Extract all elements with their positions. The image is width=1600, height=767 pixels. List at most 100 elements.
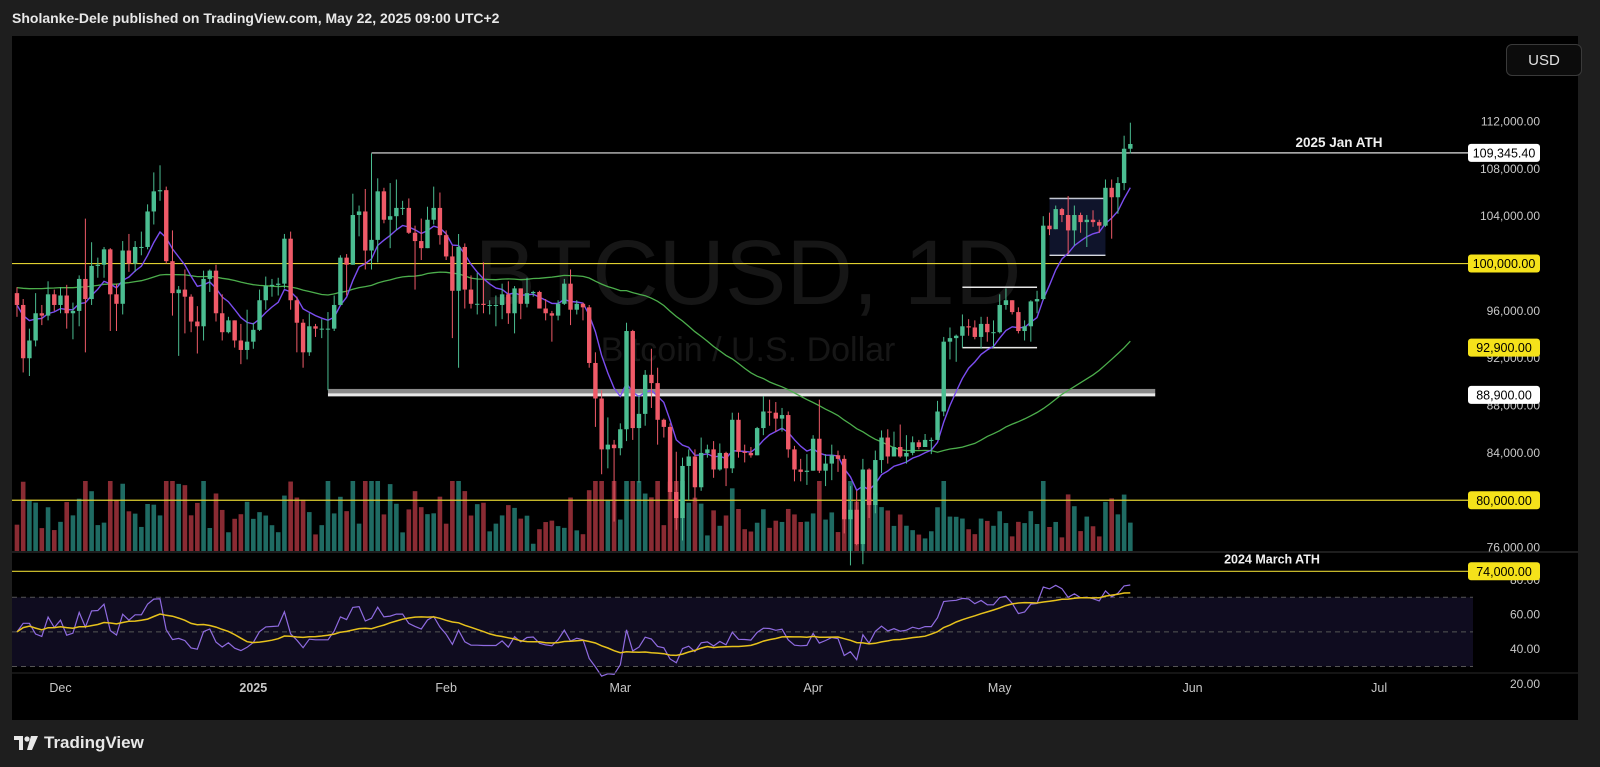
candle-body — [817, 438, 822, 471]
candle-body — [406, 207, 412, 233]
candle-body — [618, 429, 623, 449]
volume-bar — [344, 511, 349, 551]
volume-bar — [984, 520, 990, 551]
volume-bar — [698, 503, 704, 551]
candle-body — [642, 374, 648, 414]
candle-body — [462, 246, 467, 290]
candle-body — [798, 469, 803, 472]
volume-bar — [729, 488, 735, 551]
volume-bar — [960, 518, 965, 551]
candle-body — [829, 455, 834, 464]
candle-body — [170, 261, 175, 294]
volume-bar — [83, 481, 88, 551]
volume-bar — [785, 508, 791, 551]
candle-body — [904, 452, 909, 457]
candle-body — [723, 452, 729, 469]
volume-bar — [1053, 521, 1058, 551]
candle-body — [58, 295, 63, 305]
volume-bar — [555, 526, 561, 551]
candle-body — [1047, 225, 1052, 230]
candle-body — [885, 437, 890, 457]
candle-body — [748, 452, 754, 456]
candle-body — [549, 313, 555, 316]
volume-bar — [27, 500, 32, 551]
volume-bar — [443, 523, 449, 551]
volume-bar — [686, 502, 692, 551]
candle-body — [506, 294, 511, 314]
candle-body — [1053, 209, 1058, 230]
candle-body — [27, 340, 32, 359]
volume-bar — [717, 525, 723, 551]
candle-body — [568, 283, 573, 310]
volume-bar — [835, 532, 841, 551]
volume-bar — [400, 532, 405, 551]
currency-button[interactable]: USD — [1506, 44, 1582, 76]
volume-bar — [145, 504, 150, 551]
candle-body — [512, 288, 517, 314]
candle-body — [89, 265, 94, 300]
candle-body — [580, 303, 586, 308]
candle-body — [754, 428, 760, 456]
candle-body — [1022, 326, 1027, 332]
volume-bar — [425, 514, 430, 551]
candle-body — [761, 411, 766, 429]
volume-bar — [711, 510, 716, 551]
volume-bar — [873, 493, 878, 551]
volume-bar — [70, 515, 76, 551]
volume-bar — [95, 525, 101, 551]
rsi-axis-label: 40.00 — [1510, 642, 1540, 656]
price-tag-label: 74,000.00 — [1476, 565, 1532, 579]
candle-body — [263, 286, 268, 301]
candle-body — [1009, 300, 1015, 313]
candle-body — [922, 439, 928, 448]
candle-body — [1115, 183, 1121, 198]
volume-bar — [1034, 524, 1040, 551]
symbol-watermark: BTCUSD, 1D — [475, 222, 1022, 324]
volume-bar — [163, 481, 169, 551]
volume-bar — [586, 490, 592, 551]
volume-bar — [350, 481, 356, 551]
candle-body — [456, 246, 461, 291]
volume-bar — [251, 518, 256, 551]
candle-body — [157, 190, 163, 192]
volume-bar — [761, 509, 766, 551]
candle-body — [941, 341, 946, 412]
volume-bar — [275, 532, 281, 551]
candle-body — [338, 257, 343, 305]
candle-body — [182, 289, 188, 297]
volume-bar — [624, 481, 629, 551]
time-axis-label: Mar — [610, 681, 632, 695]
tradingview-footer[interactable]: TradingView — [14, 733, 144, 753]
name-watermark: Bitcoin / U.S. Dollar — [601, 331, 896, 369]
volume-bar — [972, 534, 978, 551]
price-tag — [1468, 254, 1540, 273]
volume-bar — [543, 522, 548, 551]
candle-body — [1103, 187, 1108, 226]
volume-bar — [263, 515, 269, 551]
candle-body — [257, 300, 262, 330]
time-axis-label: Jun — [1182, 681, 1202, 695]
volume-bar — [499, 515, 505, 551]
volume-bar — [1078, 531, 1083, 551]
support-zone — [327, 388, 1156, 394]
candle-body — [587, 307, 592, 363]
volume-bar — [736, 509, 741, 551]
volume-bar — [723, 515, 729, 551]
volume-bar — [219, 509, 225, 551]
price-tag — [1468, 385, 1540, 404]
volume-bar — [1047, 527, 1052, 551]
volume-bar — [904, 525, 909, 551]
candle-body — [611, 444, 617, 449]
candle-body — [207, 270, 212, 279]
volume-bar — [101, 522, 107, 551]
tradingview-brand: TradingView — [44, 733, 144, 752]
volume-bar — [20, 481, 26, 551]
volume-bar — [481, 502, 486, 551]
candle-body — [667, 426, 673, 492]
candle-body — [419, 241, 424, 249]
candle-body — [400, 207, 405, 209]
volume-bar — [562, 527, 567, 551]
candle-body — [1059, 209, 1065, 216]
